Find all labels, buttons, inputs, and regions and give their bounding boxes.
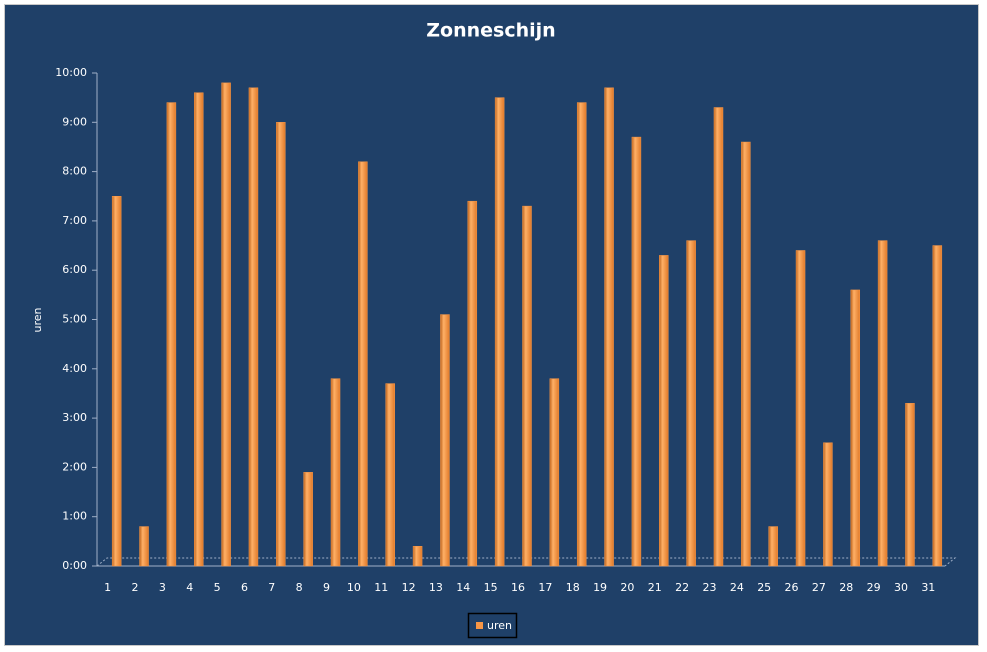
x-tick-label: 2 <box>132 581 139 594</box>
x-tick-label: 21 <box>648 581 662 594</box>
y-axis-label: uren <box>31 307 44 332</box>
x-tick-label: 28 <box>839 581 853 594</box>
x-tick-label: 13 <box>429 581 443 594</box>
x-tick-label: 29 <box>867 581 881 594</box>
x-tick-label: 5 <box>214 581 221 594</box>
bar <box>795 250 806 567</box>
legend-swatch <box>476 622 483 629</box>
bar <box>467 200 478 567</box>
bar <box>193 92 204 567</box>
x-tick-label: 3 <box>159 581 166 594</box>
x-tick-label: 27 <box>812 581 826 594</box>
x-tick-label: 12 <box>402 581 416 594</box>
y-tick-label: 4:00 <box>62 362 87 375</box>
x-tick-label: 22 <box>675 581 689 594</box>
bar <box>932 245 943 567</box>
bar <box>576 102 587 567</box>
chart-title: Zonneschijn <box>426 20 555 42</box>
x-tick-label: 1 <box>104 581 111 594</box>
bar <box>522 205 532 567</box>
bar <box>823 442 833 567</box>
bar <box>659 255 669 567</box>
bar <box>276 122 286 567</box>
bar <box>440 314 450 567</box>
x-tick-label: 10 <box>347 581 361 594</box>
bar <box>604 87 614 567</box>
x-tick-label: 11 <box>374 581 388 594</box>
bar <box>221 82 231 567</box>
bar <box>686 240 696 567</box>
x-tick-label: 17 <box>538 581 552 594</box>
bar <box>549 378 560 567</box>
x-tick-label: 26 <box>785 581 799 594</box>
y-tick-label: 2:00 <box>62 460 87 473</box>
y-tick-label: 3:00 <box>62 411 87 424</box>
legend-label: uren <box>487 619 512 632</box>
bar <box>303 472 313 567</box>
x-tick-label: 8 <box>296 581 303 594</box>
bar <box>248 87 259 567</box>
bar <box>877 240 888 567</box>
x-tick-label: 25 <box>757 581 771 594</box>
bar <box>850 289 861 567</box>
bar <box>166 102 177 567</box>
bar <box>385 383 395 567</box>
legend-box <box>467 612 518 639</box>
y-tick-label: 9:00 <box>62 115 87 128</box>
bar <box>768 526 778 567</box>
bar <box>330 378 341 567</box>
x-tick-label: 24 <box>730 581 744 594</box>
x-tick-label: 9 <box>323 581 330 594</box>
x-tick-label: 4 <box>186 581 193 594</box>
x-tick-label: 14 <box>456 581 470 594</box>
x-tick-label: 16 <box>511 581 525 594</box>
x-tick-label: 7 <box>268 581 275 594</box>
y-tick-label: 10:00 <box>55 66 87 79</box>
x-tick-label: 6 <box>241 581 248 594</box>
bar <box>139 526 149 567</box>
y-tick-label: 1:00 <box>62 510 87 523</box>
x-tick-label: 18 <box>566 581 580 594</box>
bar <box>358 161 368 567</box>
bar <box>494 97 505 567</box>
bar <box>713 107 724 567</box>
x-tick-label: 19 <box>593 581 607 594</box>
bar <box>905 403 915 567</box>
y-tick-label: 0:00 <box>62 559 87 572</box>
bar <box>412 546 423 567</box>
bar <box>631 136 642 567</box>
bar <box>111 196 122 567</box>
x-tick-label: 15 <box>484 581 498 594</box>
y-tick-label: 6:00 <box>62 263 87 276</box>
x-tick-label: 31 <box>921 581 935 594</box>
x-tick-label: 23 <box>702 581 716 594</box>
y-tick-label: 7:00 <box>62 214 87 227</box>
x-tick-label: 30 <box>894 581 908 594</box>
y-tick-label: 8:00 <box>62 165 87 178</box>
x-tick-label: 20 <box>620 581 634 594</box>
bar <box>741 141 751 567</box>
y-tick-label: 5:00 <box>62 313 87 326</box>
